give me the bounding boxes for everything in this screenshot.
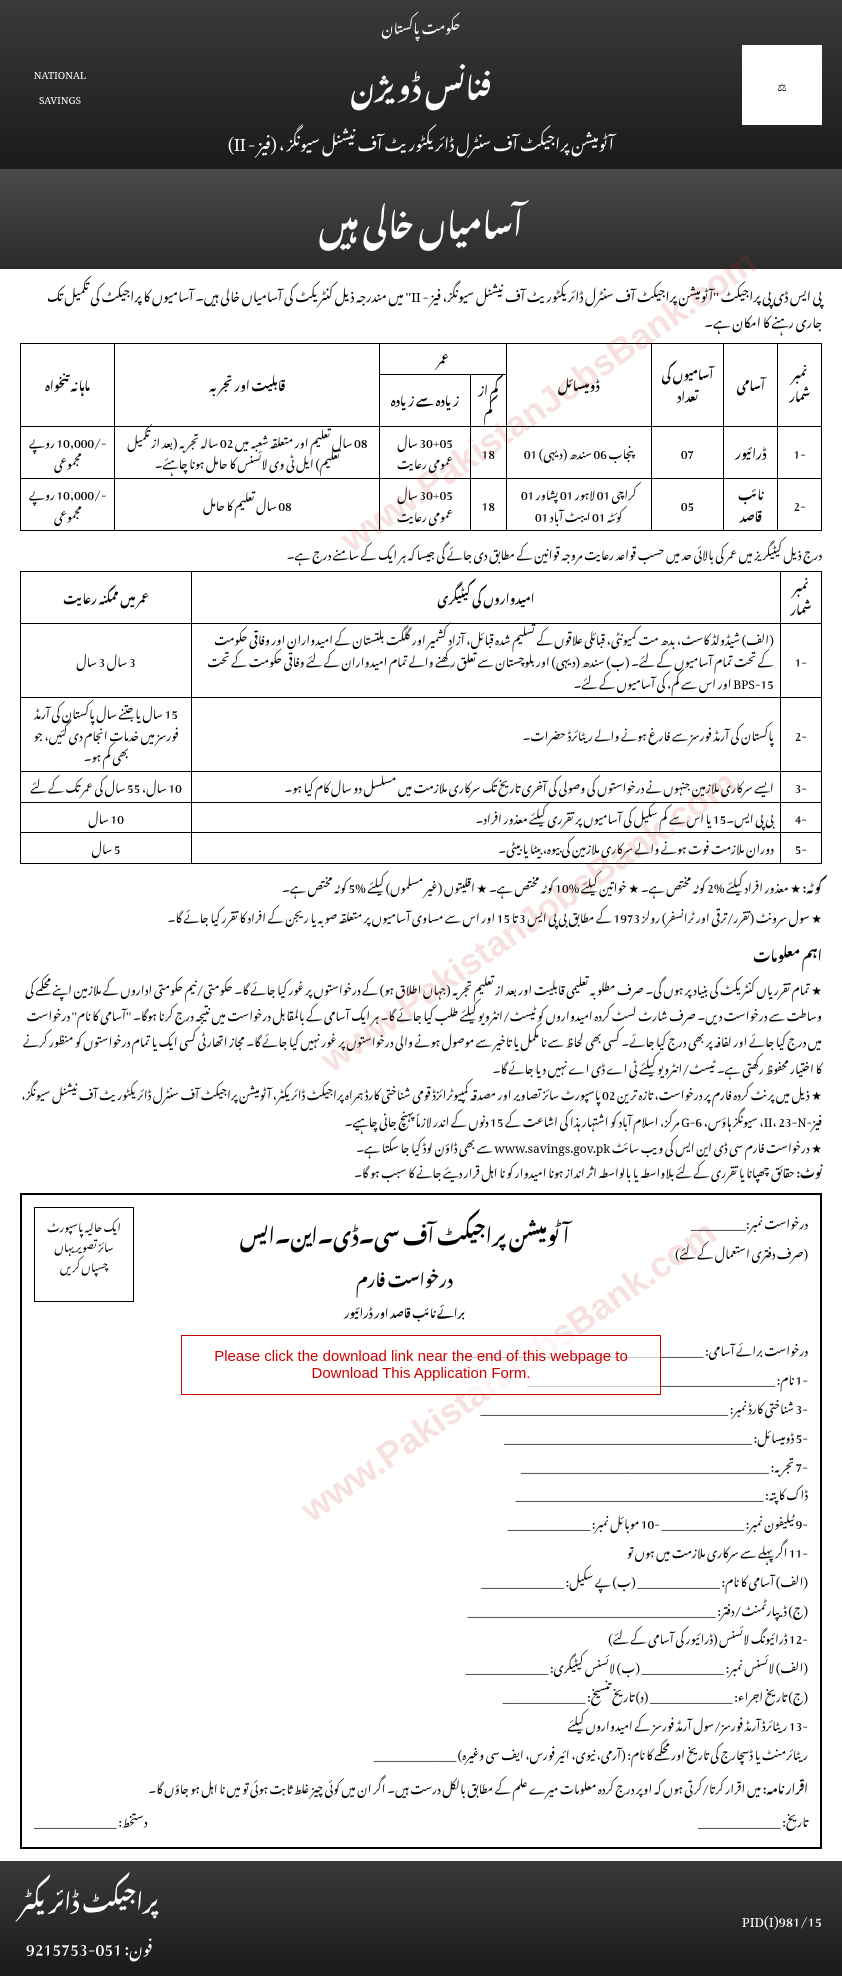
form-for: برائے نائب قاصد اور ڈرائیور [134, 1297, 675, 1325]
cell: 10 سال [21, 802, 192, 833]
form-title: آٹومیشن پراجیکٹ آف سی۔ڈی۔این۔ایس [134, 1207, 675, 1257]
cell: 18 [470, 426, 506, 478]
photo-box: ایک حالیہ پاسپورٹ سائز تصویر یہاں چسپاں … [34, 1207, 134, 1302]
cell: -2 [778, 478, 822, 530]
note-label: نوٹ: [796, 1156, 822, 1186]
cell: نائب قاصد [724, 478, 778, 530]
info-item: ذیل میں پرنٹ کردہ فارم پر درخواست، تازہ … [20, 1080, 822, 1133]
col-relaxation: عمر میں ممکنہ رعایت [21, 572, 192, 624]
form-field: -11 اگر پہلے سے سرکاری ملازمت میں ہوں تو [34, 1537, 808, 1566]
cell: 30+05 سال عمومی رعایت [380, 426, 471, 478]
cell: -/10,000 روپے مجموعی [21, 478, 115, 530]
cell: 5 سال [21, 833, 192, 864]
download-overlay: Please click the download link near the … [181, 1335, 661, 1395]
vacancy-banner: آسامیاں خالی ہیں [0, 169, 842, 269]
form-field: ڈاک کا پتہ: ____________________________… [34, 1479, 808, 1508]
cell: 15 سال یا جتنے سال پاکستان کی آرمڈ فورسز… [21, 698, 192, 772]
col-qual: قابلیت اور تجربہ [115, 344, 380, 427]
col-domicile: ڈومیسائل [506, 344, 651, 427]
age-relaxation-table: نمبر شمار امیدواروں کی کیٹیگری عمر میں م… [20, 571, 822, 864]
cell: 08 سال تعلیم کا حامل [115, 478, 380, 530]
cell: -/10,000 روپے مجموعی [21, 426, 115, 478]
col-salary: ماہانہ تنخواہ [21, 344, 115, 427]
cell: 3 سال 3 سال [21, 624, 192, 698]
important-info-title: اہم معلومات [20, 936, 822, 971]
quota-label: کوٹہ: [803, 871, 822, 901]
request-number: درخواست نمبر:__________ [675, 1207, 808, 1237]
col-sno: نمبر شمار [780, 572, 821, 624]
declaration-text: میں اقرار کرتا/کرتی ہوں کہ اوپر درج کردہ… [148, 1772, 761, 1802]
cell: ڈرائیور [724, 426, 778, 478]
cell: 10 سال، 55 سال کی عمر تک کے لئے [21, 771, 192, 802]
govt-emblem: ⚖ [742, 45, 822, 125]
cell: -3 [780, 771, 821, 802]
cell: بی پی ایس۔15 یا اس سے کم سکیل کی آسامیوں… [192, 802, 781, 833]
form-field: (الف) آسامی کا نام: _______________ (ب) … [34, 1566, 808, 1595]
col-age-min: کم از کم [470, 374, 506, 426]
declaration-label: اقرار نامہ: [763, 1772, 808, 1802]
phone-number: 051-9215753 [26, 1926, 122, 1966]
signature-field: دستخط: _______________ [34, 1805, 147, 1835]
pid-number: PID(I)981/15 [742, 1902, 822, 1935]
govt-label: حکومت پاکستان [100, 8, 742, 43]
note-text: حقائق چھپانا یا تقرری کے لئے بلاواسطہ یا… [354, 1156, 795, 1186]
form-field: -5 ڈومیسائل: ___________________________… [34, 1422, 808, 1451]
form-field: (ج) ڈیپارٹمنٹ/دفتر: ____________________… [34, 1595, 808, 1624]
col-count: آسامیوں کی تعداد [651, 344, 723, 427]
positions-table: نمبر شمار آسامی آسامیوں کی تعداد ڈومیسائ… [20, 343, 822, 531]
cell: دوران ملازمت فوت ہونے والے سرکاری ملازمی… [192, 833, 781, 864]
quota-text: ★ معذور افراد کیلئے %2 کوٹہ مختص ہے۔ ★ خ… [282, 871, 801, 901]
cell: 30+05 سال عمومی رعایت [380, 478, 471, 530]
project-subtitle: آٹومیشن پراجیکٹ آف سنٹرل ڈائریکٹوریٹ آف … [100, 121, 742, 161]
cell: 05 [651, 478, 723, 530]
col-sno: نمبر شمار [778, 344, 822, 427]
col-age: عمر [380, 344, 507, 375]
cell: 18 [470, 478, 506, 530]
form-field: -12 ڈرائیونگ لائسنس (ڈرائیور کی آسامی کے… [34, 1623, 808, 1652]
intro-text: پی ایس ڈی پی پراجیکٹ ''آٹومیشن پراجیکٹ آ… [20, 281, 822, 333]
cell: -4 [780, 802, 821, 833]
cell: کراچی 01 لاہور 01 پشاور 01 کوئٹہ 01 ایبٹ… [506, 478, 651, 530]
form-field: -7 تجربہ: ______________________________… [34, 1451, 808, 1480]
form-field: ریٹائرمنٹ یا ڈسچارج کی تاریخ اور محکمے ک… [34, 1739, 808, 1768]
age-relaxation-note: درج ذیل کیٹیگریز میں عمر کی بالائی حد می… [20, 541, 822, 565]
cell: -5 [780, 833, 821, 864]
cell: -2 [780, 698, 821, 772]
application-form: درخواست نمبر:__________ (صرف دفتری استعم… [20, 1193, 822, 1849]
form-field: -13 ریٹائرڈ آرمڈ فورسز/سول آرمڈ فورسز کے… [34, 1710, 808, 1739]
quota-text-2: ★ سول سرونٹ (تقرر/ترقی اور ٹرانسفر) رولز… [20, 904, 822, 928]
footer: PID(I)981/15 پراجیکٹ ڈائریکٹر فون: 051-9… [0, 1861, 842, 1976]
footer-title: پراجیکٹ ڈائریکٹر [20, 1871, 158, 1926]
form-field: (الف) لائسنس نمبر: _______________ (ب) ل… [34, 1652, 808, 1681]
form-field: -9 ٹیلیفون نمبر: _______________ -10 موب… [34, 1508, 808, 1537]
cell: (الف) شیڈولڈ کاسٹ، بدھ مت کمیونٹی، قبائل… [192, 624, 781, 698]
col-post: آسامی [724, 344, 778, 427]
cell: پاکستان کی آرمڈ فورسز سے فارغ ہونے والے … [192, 698, 781, 772]
cell: -1 [778, 426, 822, 478]
date-field: تاریخ: _______________ [698, 1805, 808, 1835]
national-savings-logo: NATIONAL SAVINGS [20, 45, 100, 125]
office-use: (صرف دفتری استعمال کے لئے) [675, 1237, 808, 1267]
col-category: امیدواروں کی کیٹیگری [192, 572, 781, 624]
cell: -1 [780, 624, 821, 698]
header: ⚖ حکومت پاکستان فنانس ڈویژن آٹومیشن پراج… [0, 0, 842, 169]
info-item: تمام تقرریاں کنٹریکٹ کی بنیاد پر ہوں گی۔… [20, 975, 822, 1081]
cell: 07 [651, 426, 723, 478]
cell: 08 سال تعلیم اور متعلقہ شعبہ میں 02 سالہ… [115, 426, 380, 478]
form-field: -3 شناختی کارڈ نمبر: ___________________… [34, 1393, 808, 1422]
division-title: فنانس ڈویژن [100, 47, 742, 117]
phone-label: فون: [124, 1926, 152, 1966]
form-subtitle: درخواست فارم [134, 1257, 675, 1297]
cell: پنجاب 06 سندھ (دیہی) 01 [506, 426, 651, 478]
cell: ایسے سرکاری ملازمین جنہوں نے درخواستوں ک… [192, 771, 781, 802]
col-age-max: زیادہ سے زیادہ [380, 374, 471, 426]
form-field: (ج) تاریخ اجراء: _______________ (د) تار… [34, 1681, 808, 1710]
